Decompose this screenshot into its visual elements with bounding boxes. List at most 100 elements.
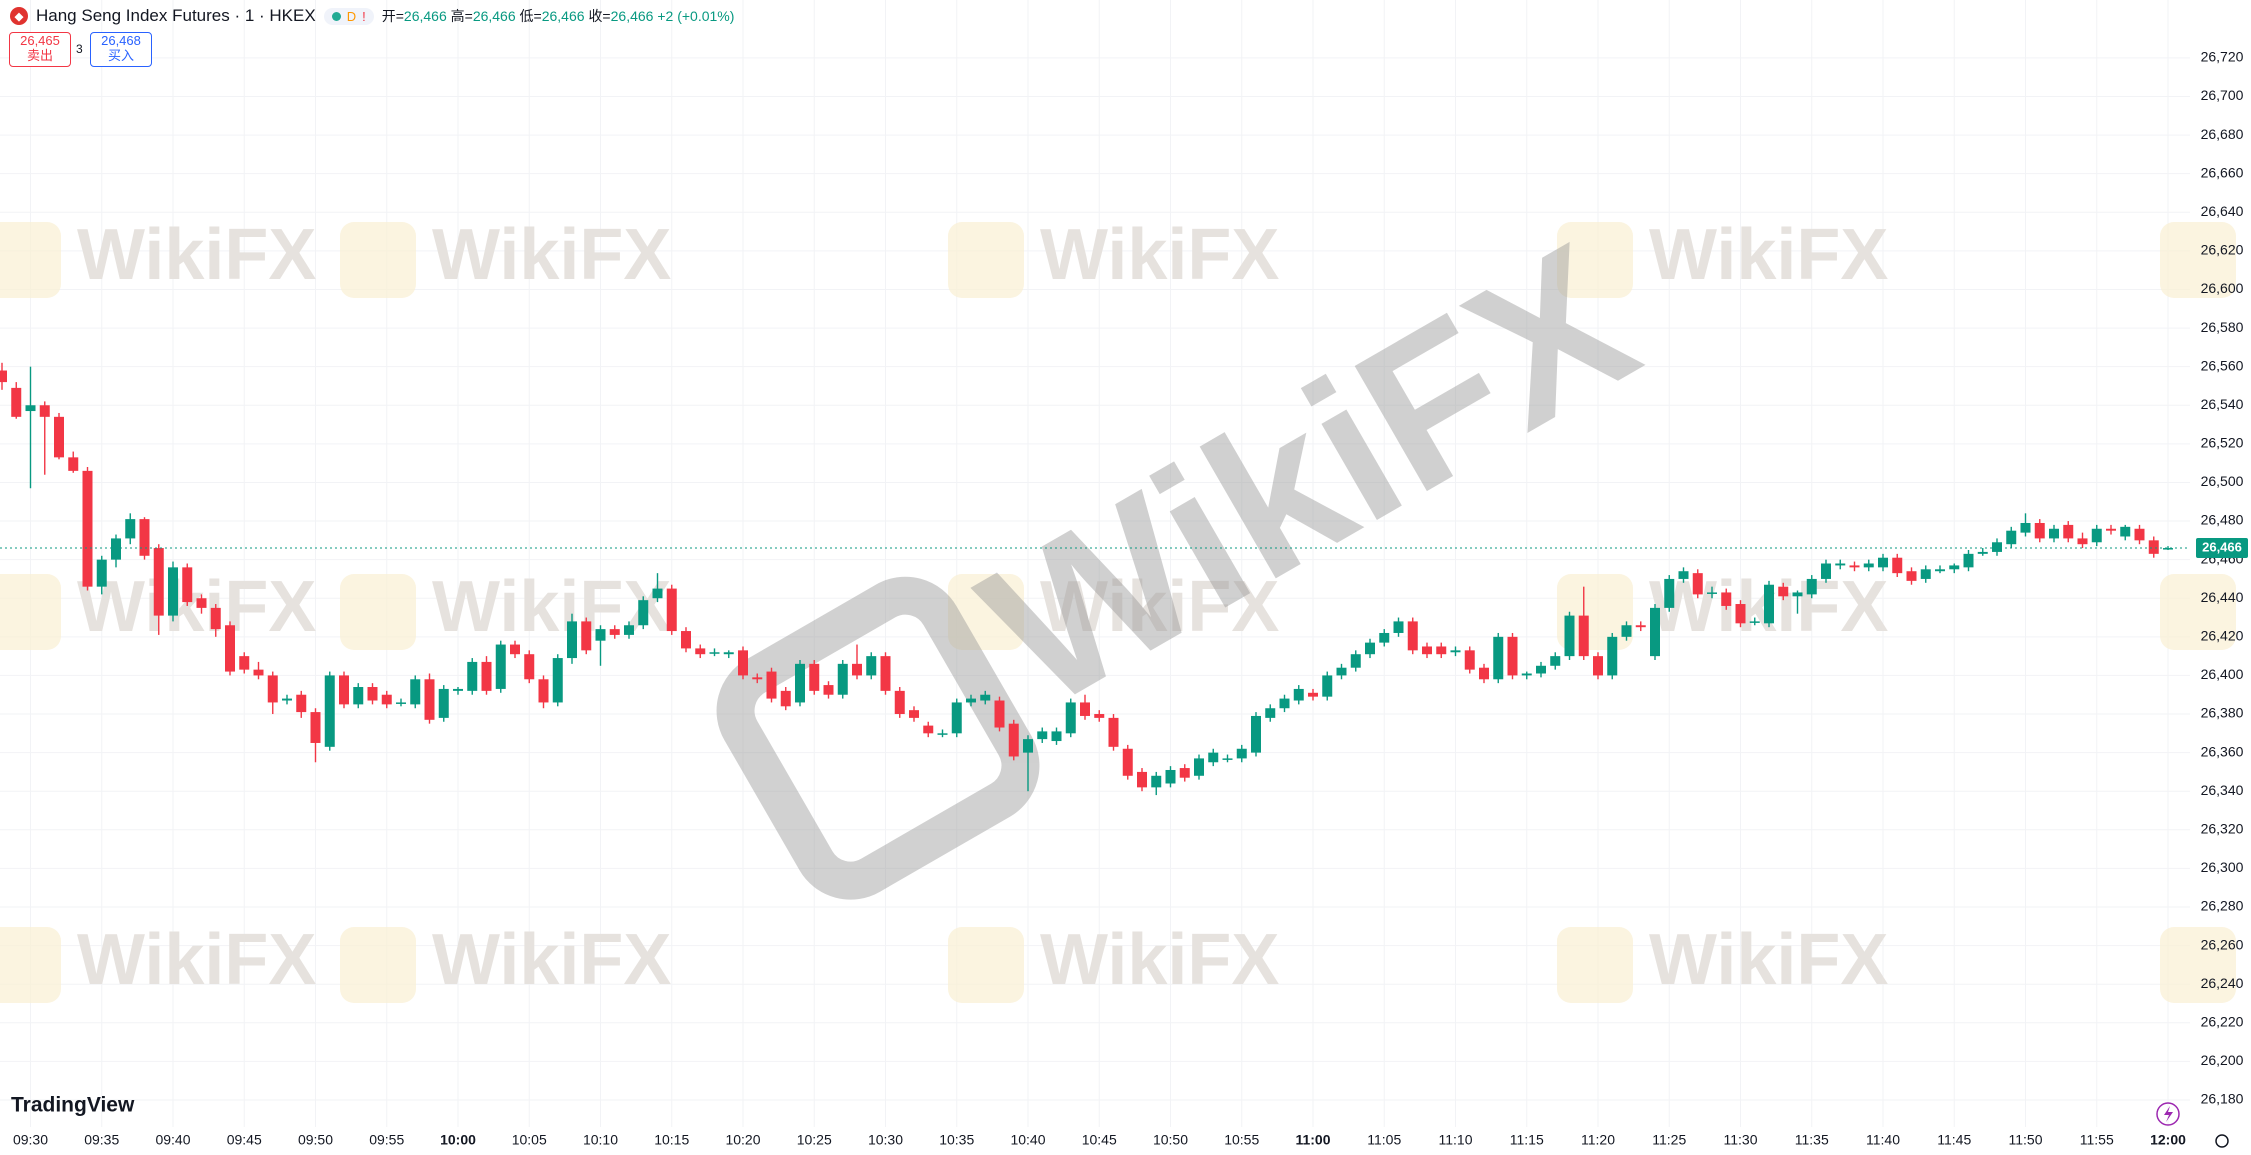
x-tick-label: 11:20 bbox=[1581, 1132, 1615, 1148]
watermark-icon bbox=[340, 222, 416, 298]
candle-body bbox=[1593, 656, 1603, 676]
candle-body bbox=[1065, 702, 1076, 734]
candle-body bbox=[367, 687, 378, 701]
candle-body bbox=[495, 644, 506, 689]
candle-body bbox=[82, 470, 93, 587]
watermark-icon bbox=[2160, 574, 2236, 650]
symbol[interactable]: Hang Seng Index Futures · 1 · HKEX bbox=[36, 6, 316, 25]
watermark-icon bbox=[340, 574, 416, 650]
candle-body bbox=[339, 675, 349, 705]
candle-body bbox=[396, 702, 406, 704]
candle-body bbox=[1935, 569, 1945, 572]
y-tick-label: 26,380 bbox=[2201, 705, 2244, 721]
candle-body bbox=[695, 648, 706, 655]
spread: 3 bbox=[76, 42, 83, 56]
candle-body bbox=[666, 588, 677, 632]
candle-body bbox=[68, 457, 79, 471]
candle-body bbox=[1778, 586, 1789, 597]
candle-body bbox=[1208, 752, 1219, 763]
x-tick-label: 09:35 bbox=[84, 1132, 119, 1148]
buy-price: 26,468 bbox=[101, 33, 141, 48]
candle-body bbox=[581, 621, 592, 651]
candle-body bbox=[1607, 636, 1618, 676]
candle-body bbox=[1379, 632, 1390, 643]
watermark-text: WikiFX bbox=[77, 920, 316, 1000]
x-tick-label: 10:40 bbox=[1010, 1132, 1045, 1148]
candle-body bbox=[239, 656, 250, 670]
x-tick-label: 11:45 bbox=[1937, 1132, 1971, 1148]
y-tick-label: 26,720 bbox=[2201, 49, 2244, 65]
settings-button[interactable] bbox=[2215, 1134, 2229, 1148]
candle-body bbox=[2006, 530, 2017, 545]
watermark-icon bbox=[1557, 927, 1633, 1003]
candle-body bbox=[823, 685, 834, 695]
candle-body bbox=[2163, 548, 2173, 550]
candle-body bbox=[1279, 698, 1290, 709]
candle-body bbox=[624, 625, 634, 635]
candle-body bbox=[1450, 650, 1461, 653]
legend-value: 26,466 bbox=[403, 8, 447, 24]
candle-body bbox=[424, 679, 435, 720]
candle-body bbox=[638, 600, 649, 626]
y-tick-label: 26,700 bbox=[2201, 87, 2244, 103]
candle-body bbox=[681, 631, 691, 649]
candle-body bbox=[2049, 528, 2059, 539]
watermark-text: WikiFX bbox=[432, 567, 671, 647]
candle-body bbox=[381, 694, 392, 705]
candle-body bbox=[1350, 654, 1361, 668]
x-tick-label: 11:15 bbox=[1510, 1132, 1544, 1148]
grid bbox=[0, 0, 2190, 1127]
candle-body bbox=[1578, 615, 1589, 657]
y-tick-label: 26,500 bbox=[2201, 473, 2244, 489]
candle-body bbox=[182, 567, 193, 603]
candle-body bbox=[1992, 542, 2002, 552]
y-tick-label: 26,240 bbox=[2201, 975, 2244, 991]
x-tick-label: 12:00 bbox=[2150, 1132, 2186, 1148]
candle-body bbox=[267, 675, 278, 703]
candle-body bbox=[1963, 553, 1974, 568]
sell-button[interactable]: 26,465 卖出 bbox=[9, 32, 71, 67]
candle-body bbox=[937, 733, 948, 735]
candle-body bbox=[510, 644, 520, 655]
candle-body bbox=[880, 656, 891, 691]
candle-body bbox=[1892, 557, 1903, 574]
candle-body bbox=[1365, 642, 1375, 655]
x-tick-label: 10:25 bbox=[797, 1132, 832, 1148]
candle-body bbox=[296, 694, 307, 713]
candle-body bbox=[2120, 526, 2131, 537]
candle-body bbox=[795, 663, 805, 703]
candle-body bbox=[1051, 731, 1062, 742]
y-tick-label: 26,600 bbox=[2201, 280, 2244, 296]
watermark-text: WikiFX bbox=[432, 920, 671, 1000]
candle-body bbox=[1906, 571, 1917, 581]
y-tick-label: 26,640 bbox=[2201, 203, 2244, 219]
buy-button[interactable]: 26,468 买入 bbox=[90, 32, 152, 67]
candle-body bbox=[1949, 565, 1960, 570]
x-tick-label: 11:30 bbox=[1724, 1132, 1758, 1148]
candle-body bbox=[1080, 702, 1090, 716]
lightning-button[interactable] bbox=[2156, 1102, 2180, 1126]
candle-body bbox=[1194, 758, 1204, 776]
x-tick-label: 10:45 bbox=[1082, 1132, 1117, 1148]
y-tick-label: 26,520 bbox=[2201, 435, 2244, 451]
candle-body bbox=[2020, 522, 2031, 533]
buy-label: 买入 bbox=[107, 48, 134, 63]
candle-body bbox=[153, 548, 164, 616]
candle-body bbox=[225, 625, 235, 672]
status-pill[interactable]: D! bbox=[323, 7, 374, 25]
candle-body bbox=[1023, 739, 1033, 753]
candle-body bbox=[39, 405, 50, 417]
candle-body bbox=[1621, 625, 1632, 637]
watermark-text: WikiFX bbox=[1649, 215, 1888, 295]
sell-price: 26,465 bbox=[20, 33, 60, 48]
candle-body bbox=[310, 712, 321, 743]
candles bbox=[0, 362, 2173, 796]
brand-logo[interactable]: TradingView bbox=[11, 1094, 135, 1117]
candle-body bbox=[481, 661, 492, 691]
candle-body bbox=[1692, 573, 1703, 595]
candle-body bbox=[1678, 571, 1689, 579]
x-tick-label: 11:00 bbox=[1295, 1132, 1330, 1148]
candle-body bbox=[866, 656, 877, 676]
candle-body bbox=[1735, 604, 1746, 624]
